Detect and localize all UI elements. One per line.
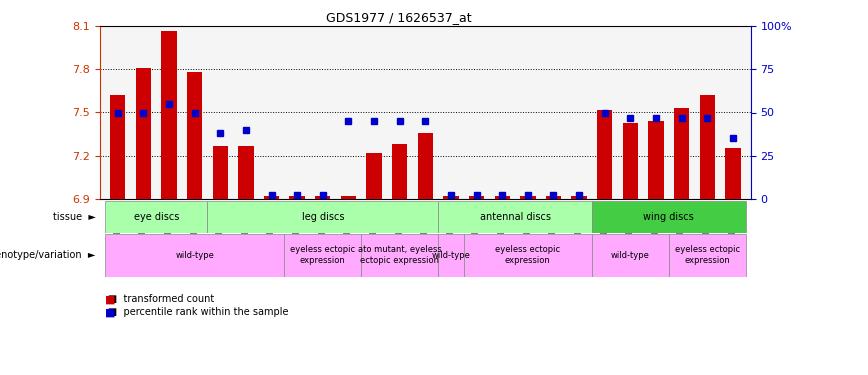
Bar [213,146,228,199]
Bar [520,196,536,199]
Bar [366,153,382,199]
Text: ■: ■ [105,308,115,317]
Text: wild-type: wild-type [175,251,214,260]
Bar [725,148,740,199]
Bar [464,234,592,277]
Text: leg discs: leg discs [301,211,344,222]
Bar [238,146,253,199]
Bar [290,196,305,199]
Bar [105,234,285,277]
Text: ■: ■ [105,294,115,304]
Bar [648,121,664,199]
Text: wild-type: wild-type [431,251,470,260]
Bar [592,234,669,277]
Bar [418,133,433,199]
Bar [546,196,561,199]
Text: eye discs: eye discs [134,211,179,222]
Bar [622,123,638,199]
Bar [110,95,126,199]
Text: eyeless ectopic
expression: eyeless ectopic expression [290,246,355,265]
Text: wing discs: wing discs [643,211,694,222]
Bar [105,201,207,232]
Bar [207,201,438,232]
Text: genotype/variation  ►: genotype/variation ► [0,250,95,260]
Bar [669,234,746,277]
Text: eyeless ectopic
expression: eyeless ectopic expression [674,246,740,265]
Text: ato mutant, eyeless
ectopic expression: ato mutant, eyeless ectopic expression [358,246,442,265]
Bar [135,68,151,199]
Text: tissue  ►: tissue ► [53,211,95,222]
Bar [438,201,592,232]
Bar [285,234,361,277]
Bar [438,234,464,277]
Bar [315,196,331,199]
Bar [597,110,613,199]
Bar [469,196,484,199]
Text: ■  transformed count: ■ transformed count [108,294,214,304]
Bar [264,196,279,199]
Bar [361,234,438,277]
Bar [700,95,715,199]
Bar [674,108,689,199]
Bar [392,144,407,199]
Bar [187,72,202,199]
Bar [495,196,510,199]
Text: ■  percentile rank within the sample: ■ percentile rank within the sample [108,308,289,317]
Bar [444,196,458,199]
Bar [571,196,587,199]
Text: GDS1977 / 1626537_at: GDS1977 / 1626537_at [326,11,472,24]
Text: wild-type: wild-type [611,251,650,260]
Bar [592,201,746,232]
Bar [341,196,356,199]
Bar [161,30,177,199]
Text: eyeless ectopic
expression: eyeless ectopic expression [496,246,561,265]
Text: antennal discs: antennal discs [479,211,550,222]
